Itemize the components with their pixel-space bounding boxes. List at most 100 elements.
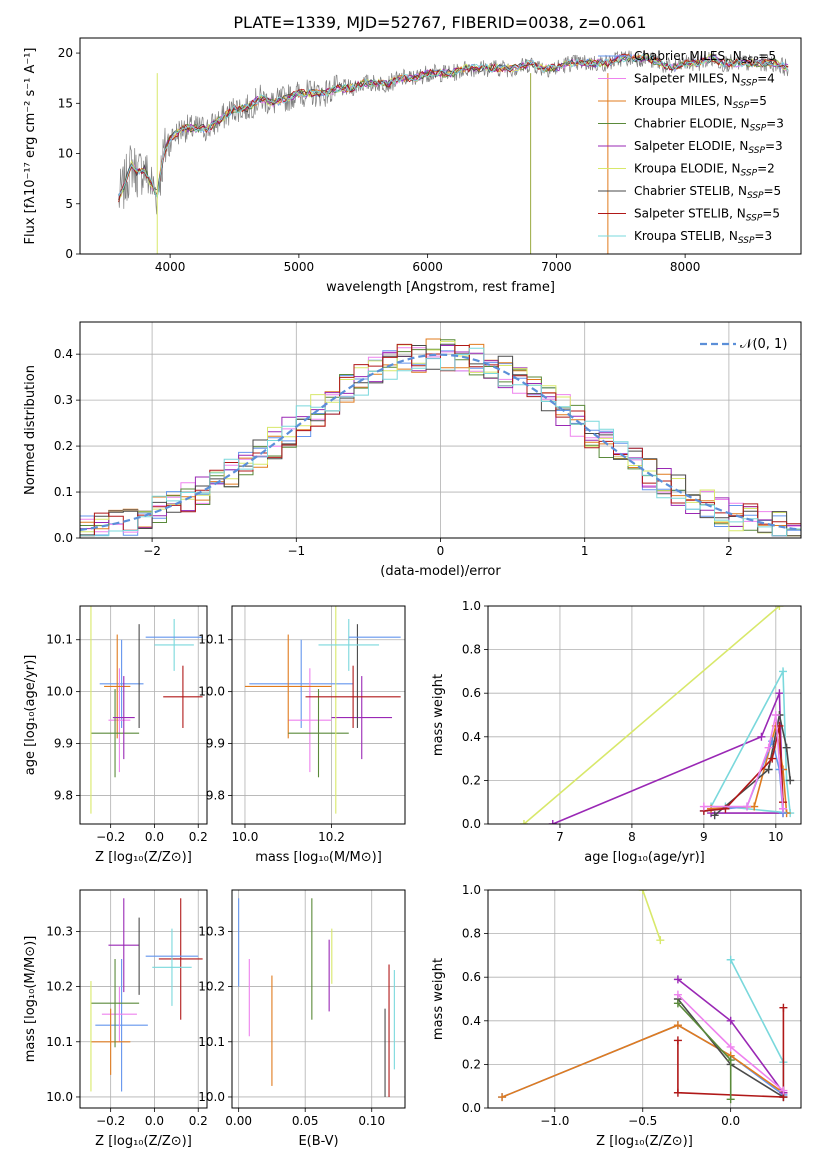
errorbar-point bbox=[163, 665, 203, 728]
y-tick-label: 0.6 bbox=[462, 970, 481, 984]
weight-marker bbox=[764, 743, 773, 752]
x-tick-label: 0.10 bbox=[358, 1114, 385, 1128]
y-axis-label: Flux [fλ10⁻¹⁷ erg cm⁻² s⁻¹ A⁻¹] bbox=[23, 48, 38, 245]
weight-line bbox=[501, 1024, 784, 1098]
y-tick-label: 0.4 bbox=[54, 347, 73, 361]
weight-marker bbox=[638, 890, 647, 894]
x-axis-label: (data-model)/error bbox=[380, 564, 501, 579]
x-tick-label: 9 bbox=[700, 830, 708, 844]
x-axis-label: E(B-V) bbox=[298, 1134, 338, 1149]
x-tick-label: 0.2 bbox=[189, 1114, 208, 1128]
weight-marker bbox=[782, 743, 791, 752]
weight-marker bbox=[726, 1016, 735, 1025]
residual-histogram bbox=[80, 338, 801, 537]
axes-frame bbox=[487, 889, 802, 1109]
x-tick-label: 0.0 bbox=[721, 1114, 740, 1128]
errorbar-point bbox=[101, 986, 137, 1042]
y-tick-label: 9.9 bbox=[206, 737, 225, 751]
plot-area bbox=[80, 338, 801, 537]
y-tick-label: 20 bbox=[58, 46, 73, 60]
x-axis-label: Z [log₁₀(Z/Z⊙)] bbox=[95, 1134, 192, 1149]
plot-area bbox=[519, 606, 795, 824]
mass-vs-extinction-panel: 0.00 0.05 0.10 10.0 10.1 10.2 10.3 E(B-V) bbox=[198, 889, 406, 1149]
y-axis-label: mass [log₁₀(M/M⊙)] bbox=[23, 936, 38, 1063]
x-tick-label: 5000 bbox=[284, 260, 315, 274]
y-tick-label: 10.0 bbox=[46, 685, 73, 699]
plot-area bbox=[498, 890, 788, 1104]
y-tick-label: 10.3 bbox=[198, 924, 225, 938]
x-tick-label: 10.2 bbox=[318, 830, 345, 844]
axes-frame bbox=[231, 605, 406, 825]
weight-marker bbox=[498, 1093, 507, 1102]
y-tick-label: 10.1 bbox=[46, 633, 73, 647]
axes-frame bbox=[79, 321, 802, 539]
y-tick-label: 15 bbox=[58, 96, 73, 110]
x-tick-label: −0.5 bbox=[628, 1114, 657, 1128]
y-tick-label: 0.1 bbox=[54, 485, 73, 499]
weight-marker bbox=[673, 990, 682, 999]
model-spectrum-line bbox=[118, 53, 789, 200]
weight-marker bbox=[726, 955, 735, 964]
model-spectrum-line bbox=[118, 53, 789, 203]
plot-area bbox=[90, 606, 203, 814]
weight-marker bbox=[726, 1095, 735, 1104]
gaussian-curve bbox=[80, 353, 801, 531]
weight-marker bbox=[699, 802, 708, 811]
errorbar-point bbox=[90, 1008, 131, 1075]
weight-line bbox=[641, 890, 662, 941]
x-tick-label: 10.0 bbox=[232, 830, 259, 844]
y-axis-label: mass weight bbox=[431, 958, 446, 1040]
legend-label: Salpeter STELIB, NSSP=5 bbox=[634, 207, 780, 224]
y-tick-label: 0.8 bbox=[462, 927, 481, 941]
figure-title: PLATE=1339, MJD=52767, FIBERID=0038, z=0… bbox=[233, 13, 646, 32]
y-tick-label: 10.3 bbox=[46, 924, 73, 938]
y-tick-label: 0.0 bbox=[462, 1101, 481, 1115]
legend-label: Salpeter MILES, NSSP=4 bbox=[634, 72, 775, 89]
residuals-panel: −2 −1 0 1 2 0.0 0.1 0.2 0.3 0.4 (data-model)/error… bbox=[23, 321, 802, 579]
weight-marker bbox=[548, 820, 557, 824]
errorbar-point bbox=[108, 898, 140, 993]
legend-label: Chabrier MILES, NSSP=5 bbox=[634, 49, 776, 66]
spectrum-panel: 4000 5000 6000 7000 8000 0 5 10 15 20 wavelength [… bbox=[23, 37, 802, 295]
x-tick-label: 7000 bbox=[541, 260, 572, 274]
y-tick-label: 10.0 bbox=[198, 685, 225, 699]
legend-label: Chabrier ELODIE, NSSP=3 bbox=[634, 117, 784, 134]
weight-marker bbox=[779, 804, 788, 813]
weight-marker bbox=[726, 1056, 735, 1065]
errorbar-point bbox=[99, 639, 144, 728]
y-tick-label: 10.1 bbox=[198, 1035, 225, 1049]
weight-marker bbox=[757, 732, 766, 741]
axes-frame bbox=[79, 37, 802, 255]
errorbar-point bbox=[288, 689, 349, 778]
errorbar-point bbox=[288, 668, 332, 773]
x-tick-label: 0.05 bbox=[292, 1114, 319, 1128]
y-tick-label: 0 bbox=[65, 247, 73, 261]
y-axis-label: age [log₁₀(age/yr)] bbox=[23, 655, 38, 776]
x-tick-label: 0.0 bbox=[145, 830, 164, 844]
y-tick-label: 0.6 bbox=[462, 686, 481, 700]
y-tick-label: 1.0 bbox=[462, 883, 481, 897]
weight-marker bbox=[779, 667, 788, 676]
x-tick-label: 4000 bbox=[155, 260, 186, 274]
errorbar-point bbox=[95, 958, 148, 1092]
x-axis-label: wavelength [Angstrom, rest frame] bbox=[326, 280, 555, 295]
weight-vs-metallicity-panel: −1.0 −0.5 0.0 0.0 0.2 0.4 0.6 0.8 1.0 Z [log₁₀(Z/… bbox=[431, 883, 802, 1149]
legend-label: Chabrier STELIB, NSSP=5 bbox=[634, 184, 781, 201]
x-tick-label: 1 bbox=[581, 544, 589, 558]
weight-marker bbox=[726, 1042, 735, 1051]
plot-area bbox=[118, 50, 789, 254]
weight-marker bbox=[750, 802, 759, 811]
weight-marker bbox=[764, 765, 773, 774]
weight-marker bbox=[743, 802, 752, 811]
errorbar-point bbox=[331, 676, 393, 760]
x-tick-label: −2 bbox=[143, 544, 161, 558]
y-tick-label: 0.4 bbox=[462, 730, 481, 744]
y-tick-label: 0.2 bbox=[54, 439, 73, 453]
x-axis-label: Z [log₁₀(Z/Z⊙)] bbox=[95, 850, 192, 865]
y-tick-label: 10.0 bbox=[198, 1090, 225, 1104]
errorbar-point bbox=[244, 634, 332, 739]
y-tick-label: 9.8 bbox=[206, 788, 225, 802]
weight-line bbox=[703, 714, 784, 809]
axes-frame bbox=[487, 605, 802, 825]
plot-area bbox=[244, 606, 401, 814]
